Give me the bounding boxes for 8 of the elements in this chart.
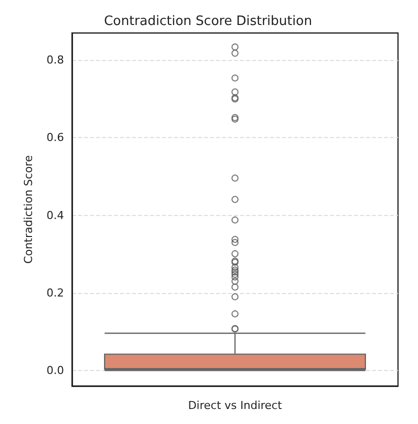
y-tick-label: 0.2 (46, 286, 64, 300)
y-tick-label: 0.6 (46, 131, 64, 144)
y-tick-label: 0.4 (46, 208, 64, 222)
y-axis-title: Contradiction Score (22, 155, 35, 264)
y-tick-label: 0.0 (46, 364, 64, 377)
chart-title: Contradiction Score Distribution (104, 14, 312, 29)
x-axis-title: Direct vs Indirect (188, 399, 283, 412)
y-tick-label: 0.8 (46, 54, 64, 67)
